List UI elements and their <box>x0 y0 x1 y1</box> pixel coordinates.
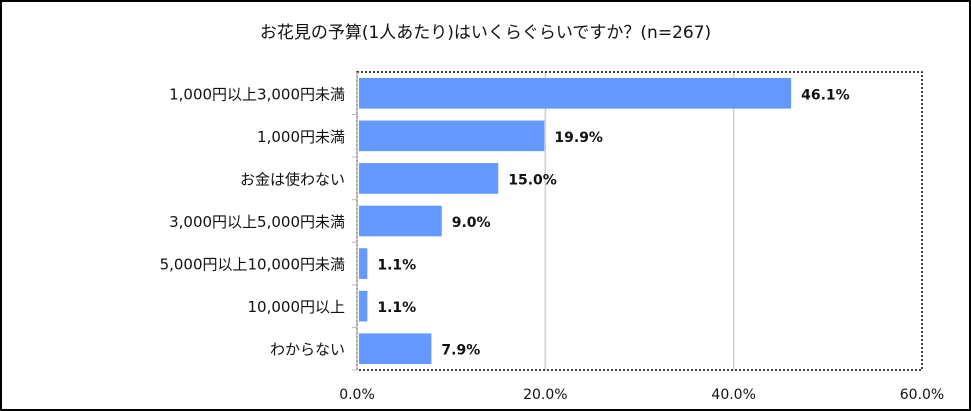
chart-title: お花見の予算(1人あたり)はいくらぐらいですか？(n=267) <box>259 23 712 43</box>
category-label: わからない <box>270 341 345 359</box>
bar <box>359 290 368 322</box>
x-tick-label: 40.0% <box>711 387 755 403</box>
data-label: 15.0% <box>508 172 557 188</box>
bar <box>359 77 792 109</box>
bar <box>359 205 442 237</box>
data-label: 1.1% <box>377 300 416 316</box>
x-tick-label: 0.0% <box>339 387 375 403</box>
data-label: 1.1% <box>377 258 416 274</box>
category-label: 10,000円以上 <box>248 298 346 316</box>
bar <box>359 120 545 152</box>
category-label: 5,000円以上10,000円未満 <box>160 256 345 274</box>
bar <box>359 333 432 365</box>
data-label: 19.9% <box>554 130 603 146</box>
category-label: 1,000円未満 <box>257 128 345 146</box>
category-label: 1,000円以上3,000円未満 <box>169 85 345 103</box>
data-label: 7.9% <box>441 343 480 359</box>
bar <box>359 248 368 279</box>
bar <box>359 163 499 194</box>
x-tick-label: 20.0% <box>523 387 567 403</box>
x-tick-label: 60.0% <box>900 387 944 403</box>
data-label: 9.0% <box>452 215 491 231</box>
category-label: 3,000円以上5,000円未満 <box>169 213 345 231</box>
data-label: 46.1% <box>801 87 850 103</box>
category-label: お金は使わない <box>240 170 345 188</box>
